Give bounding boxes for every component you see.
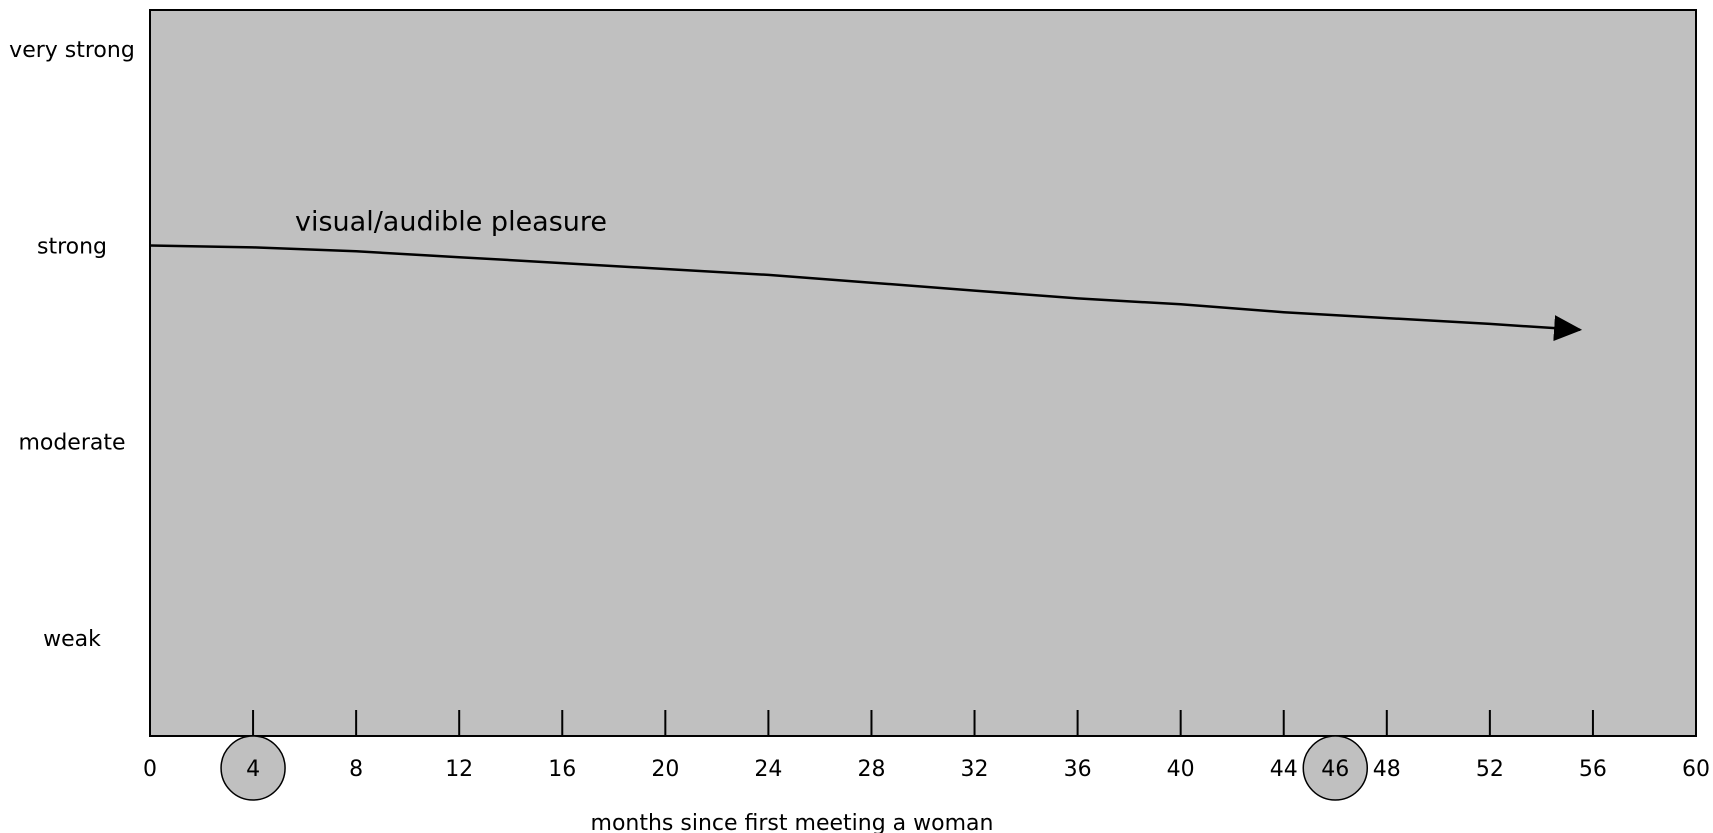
x-tick-label: 44 <box>1270 757 1298 782</box>
x-tick-label: 12 <box>445 757 473 782</box>
x-tick-label: 60 <box>1682 757 1710 782</box>
plot-area <box>149 9 1697 737</box>
series-label: visual/audible pleasure <box>295 206 607 237</box>
y-category-label: weak <box>43 627 101 652</box>
y-category-label: very strong <box>9 38 135 63</box>
x-tick-label: 40 <box>1167 757 1195 782</box>
x-tick-highlight-circle <box>220 735 286 801</box>
x-tick-label: 28 <box>857 757 885 782</box>
x-tick-highlight-circle <box>1302 735 1369 801</box>
y-category-label: moderate <box>18 431 125 456</box>
x-tick-label: 0 <box>143 757 157 782</box>
series-line <box>149 244 1583 342</box>
x-tick-label: 56 <box>1579 757 1607 782</box>
x-tick-label: 52 <box>1476 757 1504 782</box>
x-tick-label: 4 <box>246 757 260 782</box>
x-tick-label: 48 <box>1373 757 1401 782</box>
x-tick-label: 16 <box>548 757 576 782</box>
x-tick-label: 32 <box>961 757 989 782</box>
x-tick-label: 46 <box>1321 757 1349 782</box>
y-category-label: strong <box>37 234 107 259</box>
x-tick-label: 20 <box>651 757 679 782</box>
x-tick-label: 24 <box>754 757 782 782</box>
x-axis-title: months since first meeting a woman <box>591 811 994 833</box>
x-tick-label: 8 <box>349 757 363 782</box>
x-tick-label: 36 <box>1064 757 1092 782</box>
